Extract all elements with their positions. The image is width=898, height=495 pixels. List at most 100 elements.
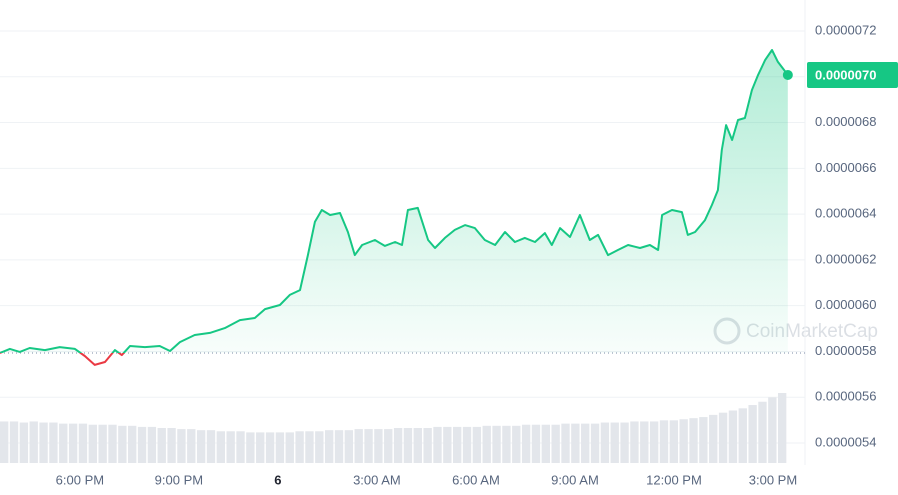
volume-bar — [581, 423, 590, 463]
volume-bar — [364, 429, 373, 463]
volume-bar — [462, 426, 472, 463]
y-tick-label: 0.0000056 — [815, 389, 876, 404]
x-tick-label: 6:00 PM — [56, 472, 104, 487]
volume-bar — [265, 432, 275, 463]
volume-bar — [315, 431, 324, 463]
volume-bar — [59, 423, 68, 463]
volume-bar — [167, 428, 176, 463]
volume-bar — [128, 425, 137, 463]
volume-bar — [679, 419, 688, 463]
volume-bar — [777, 393, 787, 463]
volume-bar — [512, 425, 521, 463]
volume-bar — [285, 432, 294, 463]
volume-bar — [187, 429, 196, 463]
volume-bar — [0, 421, 9, 463]
volume-bar — [472, 426, 482, 463]
volume-bar — [147, 426, 157, 463]
volume-bar — [610, 422, 619, 463]
volume-bar — [561, 423, 570, 463]
volume-bar — [384, 429, 393, 463]
volume-bar — [344, 430, 354, 463]
volume-bar — [226, 431, 235, 463]
volume-bar — [196, 430, 206, 463]
volume-bar — [256, 432, 265, 463]
volume-bar — [423, 428, 432, 463]
volume-bar — [236, 431, 245, 463]
volume-bar — [620, 422, 629, 463]
price-line — [0, 49, 789, 366]
y-tick-label: 0.0000054 — [815, 434, 876, 449]
x-tick-label: 12:00 PM — [646, 472, 702, 487]
y-tick-label: 0.0000060 — [815, 297, 876, 312]
y-tick-label: 0.0000066 — [815, 160, 876, 175]
x-tick-label: 6 — [274, 472, 281, 487]
price-area — [0, 50, 788, 365]
volume-bar — [768, 397, 777, 463]
volume-bar — [305, 431, 314, 463]
volume-bar — [443, 426, 452, 463]
volume-bar — [453, 426, 462, 463]
volume-bar — [502, 425, 511, 463]
volume-bar — [157, 428, 166, 463]
y-tick-label: 0.0000058 — [815, 343, 876, 358]
volume-bar — [354, 429, 363, 463]
volume-bar — [177, 429, 186, 463]
y-tick-label: 0.0000064 — [815, 206, 876, 221]
volume-bar — [39, 422, 48, 463]
volume-bar — [403, 428, 413, 463]
volume-bar — [246, 432, 255, 463]
volume-bar — [758, 401, 767, 463]
volume-bar — [29, 421, 38, 463]
last-point — [782, 69, 793, 80]
volume-bar — [98, 424, 107, 463]
volume-bar — [334, 430, 344, 463]
volume-bar — [531, 424, 541, 463]
volume-bar — [19, 422, 29, 463]
volume-bar — [78, 423, 88, 463]
volume-bar — [649, 421, 659, 463]
volume-bar — [669, 420, 679, 463]
price-tag — [807, 61, 898, 88]
volume-bar — [492, 425, 501, 463]
volume-bar — [709, 414, 718, 463]
volume-bar — [748, 405, 757, 463]
price-tag-label: 0.0000070 — [815, 67, 876, 82]
x-tick-label: 9:00 AM — [551, 472, 599, 487]
volume-bar — [659, 420, 669, 463]
volume-bar — [571, 423, 580, 463]
volume-bar — [413, 428, 422, 463]
volume-bar — [433, 426, 442, 463]
volume-bar — [728, 410, 738, 463]
volume-bar — [393, 428, 403, 463]
y-tick-label: 0.0000062 — [815, 251, 876, 266]
volume-bar — [689, 418, 698, 463]
volume-bar — [49, 422, 58, 463]
volume-bar — [551, 424, 560, 463]
volume-bar — [482, 425, 491, 463]
volume-bar — [699, 417, 708, 463]
volume-bar — [521, 424, 531, 463]
x-tick-label: 3:00 AM — [353, 472, 401, 487]
volume-bar — [718, 412, 728, 463]
x-tick-label: 9:00 PM — [155, 472, 203, 487]
volume-bar — [324, 430, 334, 463]
volume-bar — [630, 421, 639, 463]
volume-bar — [600, 422, 610, 463]
volume-bar — [206, 430, 216, 463]
volume-bar — [640, 421, 649, 463]
volume-bar — [541, 424, 550, 463]
volume-bar — [590, 423, 600, 463]
volume-bar — [738, 408, 747, 463]
volume-bar — [275, 432, 285, 463]
x-tick-label: 6:00 AM — [452, 472, 500, 487]
volume-bar — [295, 431, 304, 463]
volume-bar — [68, 423, 78, 463]
volume-bar — [118, 425, 127, 463]
y-tick-label: 0.0000068 — [815, 114, 876, 129]
volume-bar — [9, 421, 19, 463]
volume-bar — [108, 424, 117, 463]
volume-bar — [374, 429, 383, 463]
volume-bar — [216, 431, 226, 463]
